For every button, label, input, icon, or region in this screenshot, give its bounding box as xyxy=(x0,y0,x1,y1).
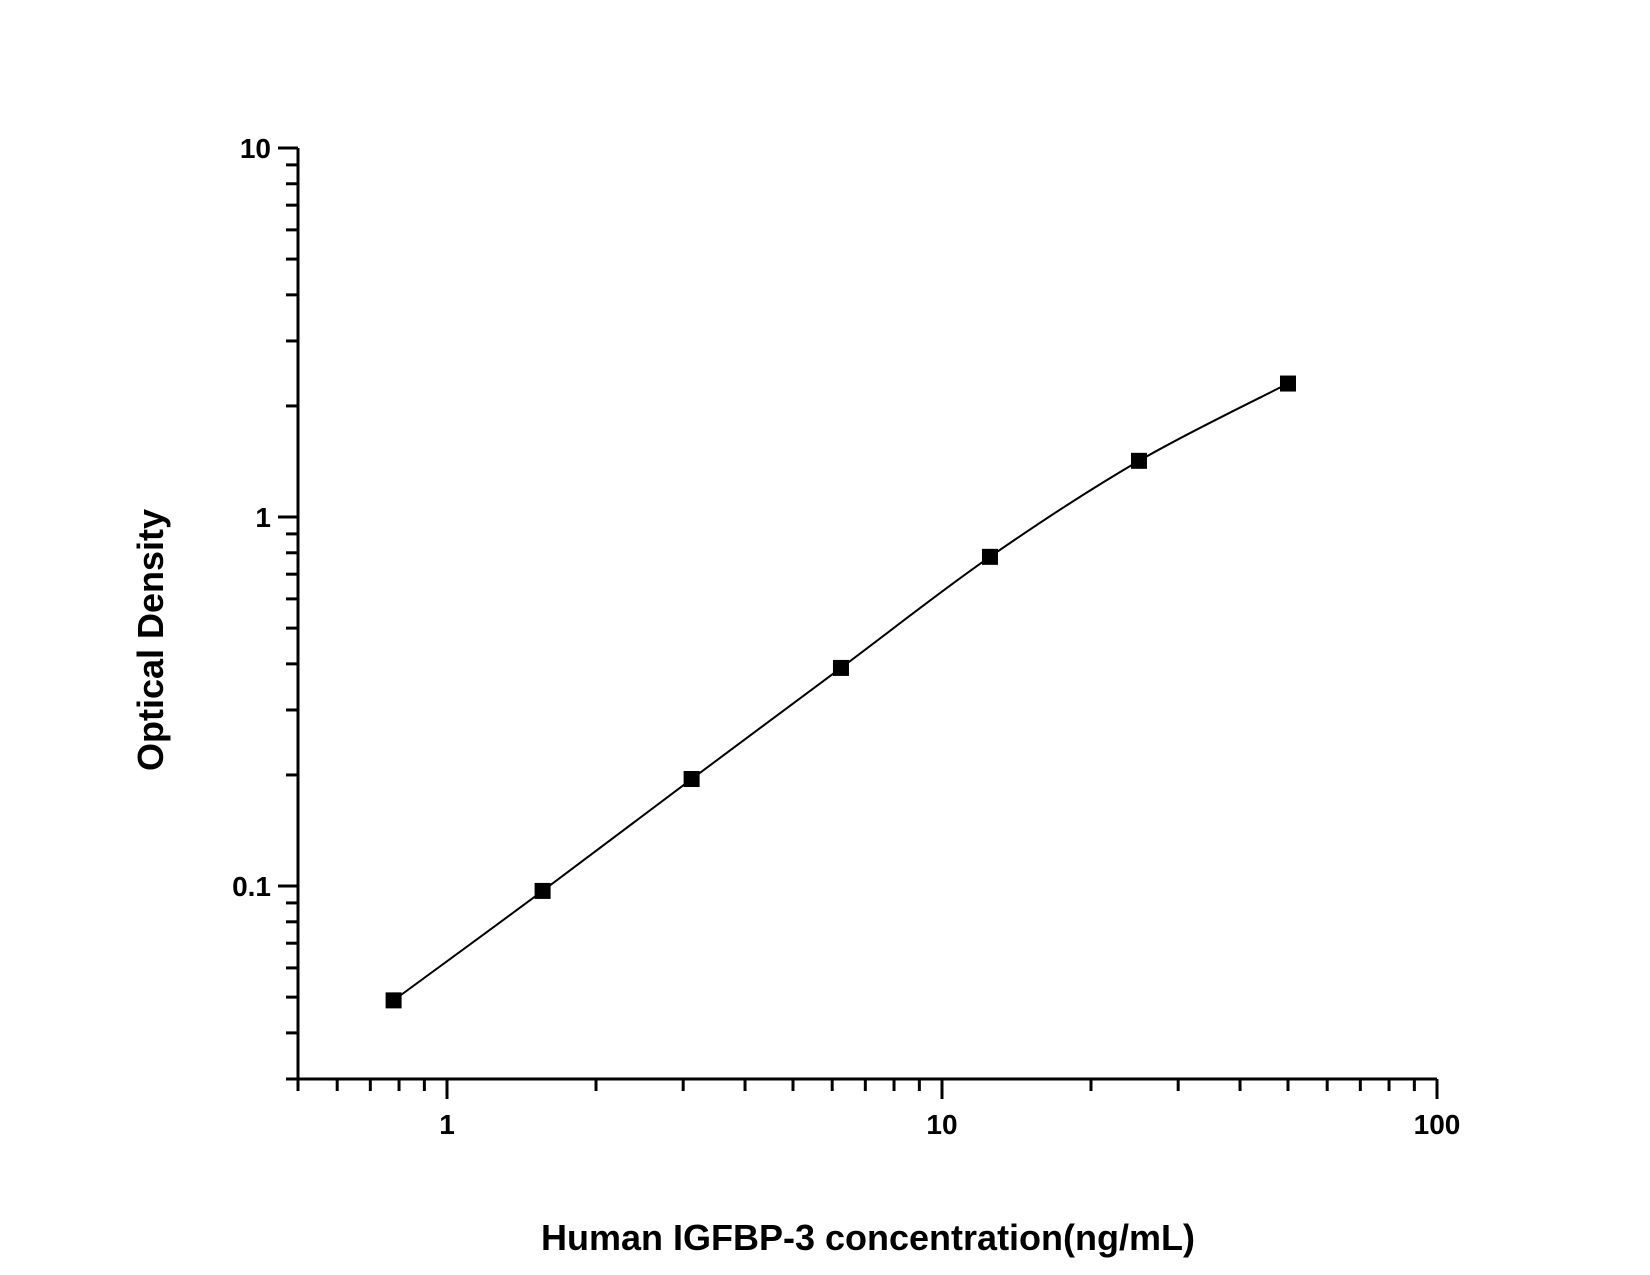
data-point xyxy=(832,659,849,676)
x-tick-label: 1 xyxy=(439,1109,455,1140)
data-point xyxy=(534,882,551,899)
data-point xyxy=(1130,452,1147,469)
data-point xyxy=(981,548,998,565)
y-tick-label: 1 xyxy=(255,502,271,533)
data-point xyxy=(1279,375,1296,392)
fitted-curve xyxy=(393,382,1289,1002)
y-axis-label: Optical Density xyxy=(130,509,171,771)
y-tick-label: 10 xyxy=(240,133,271,164)
x-tick-label: 100 xyxy=(1414,1109,1461,1140)
data-point xyxy=(683,771,700,788)
y-tick-label: 0.1 xyxy=(232,871,271,902)
fitted-curve-layer xyxy=(393,382,1289,1002)
x-axis-label: Human IGFBP-3 concentration(ng/mL) xyxy=(541,1217,1195,1258)
axes: 1 10 100 0.1 1 10 xyxy=(232,133,1460,1140)
data-point xyxy=(385,992,402,1009)
data-points-layer xyxy=(385,375,1296,1009)
x-tick-label: 10 xyxy=(926,1109,957,1140)
